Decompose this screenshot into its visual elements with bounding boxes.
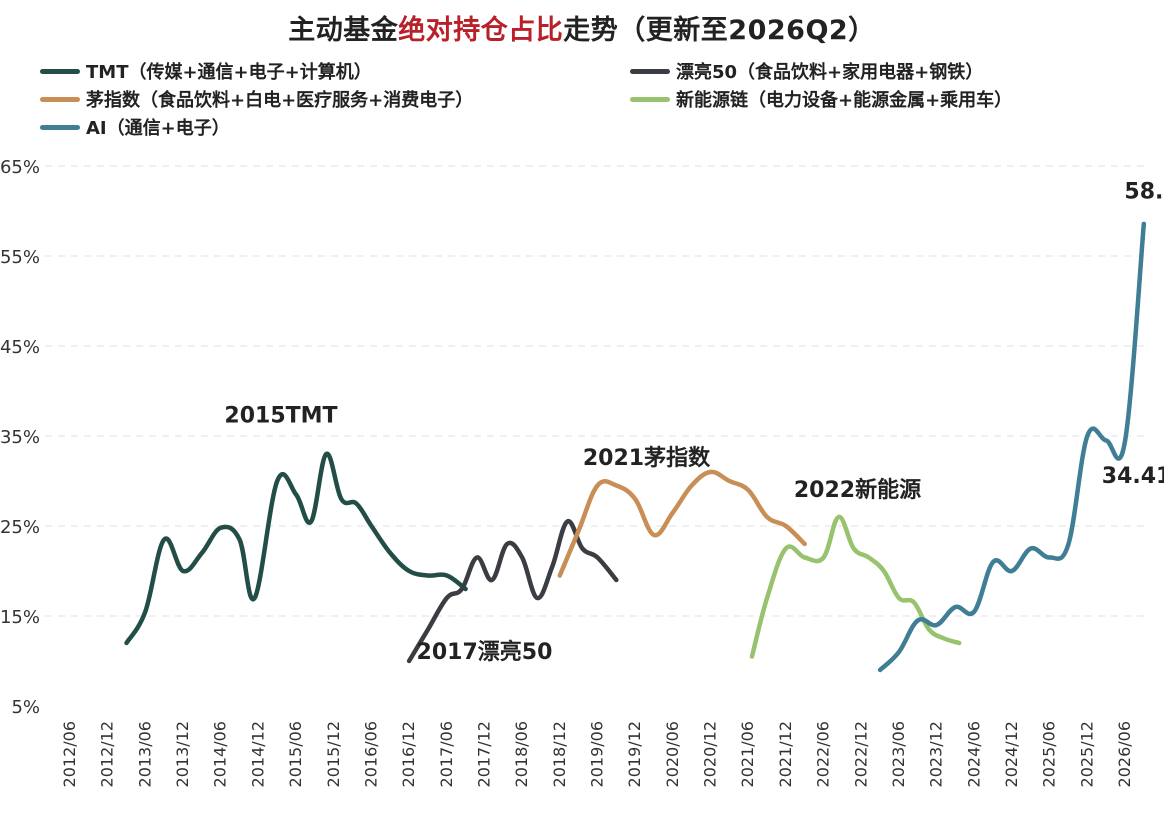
y-tick-label: 15% — [0, 607, 40, 628]
x-tick-label: 2023/06 — [889, 721, 908, 787]
legend-label-piaoliang50: 漂亮50（食品饮料+家用电器+钢铁） — [676, 62, 984, 83]
y-tick-label: 65% — [0, 157, 40, 178]
chart-title: 主动基金绝对持仓占比走势（更新至2026Q2） — [0, 8, 1164, 47]
x-tick-label: 2023/12 — [927, 721, 946, 787]
annotation-label: 2017漂亮50 — [417, 639, 553, 665]
y-tick-label: 55% — [0, 247, 40, 268]
legend-swatch-maozhishu — [40, 96, 80, 102]
legend-item-piaoliang50: 漂亮50（食品饮料+家用电器+钢铁） — [630, 58, 983, 84]
x-tick-label: 2013/12 — [173, 721, 192, 787]
series-line-4 — [877, 221, 1147, 673]
x-tick-label: 2016/06 — [361, 721, 380, 787]
x-tick-label: 2024/12 — [1002, 721, 1021, 787]
annotation-label: 2022新能源 — [794, 477, 921, 503]
x-tick-label: 2021/12 — [776, 721, 795, 787]
x-tick-label: 2016/12 — [399, 721, 418, 787]
annotation-label: 58.57% — [1124, 179, 1164, 204]
legend-label-xinnengyuan: 新能源链（电力设备+能源金属+乘用车） — [676, 90, 1013, 111]
x-tick-label: 2026/06 — [1115, 721, 1134, 787]
x-tick-label: 2024/06 — [964, 721, 983, 787]
legend-item-ai: AI（通信+电子） — [40, 114, 230, 140]
series-line-1 — [406, 519, 619, 664]
x-tick-label: 2020/06 — [663, 721, 682, 787]
annotation-label: 34.41% — [1102, 464, 1164, 489]
x-tick-label: 2022/06 — [814, 721, 833, 787]
legend-label-tmt: TMT（传媒+通信+电子+计算机） — [86, 62, 372, 83]
x-tick-label: 2017/06 — [437, 721, 456, 787]
annotation-label: 2021茅指数 — [583, 445, 711, 471]
y-tick-label: 35% — [0, 427, 40, 448]
title-highlight: 绝对持仓占比 — [398, 15, 564, 46]
x-tick-label: 2021/06 — [738, 721, 757, 787]
legend-item-maozhishu: 茅指数（食品饮料+白电+医疗服务+消费电子） — [40, 86, 473, 112]
y-tick-label: 25% — [0, 517, 40, 538]
chart-series — [124, 221, 1147, 673]
x-tick-label: 2018/06 — [512, 721, 531, 787]
legend-label-ai: AI（通信+电子） — [86, 118, 230, 139]
x-tick-label: 2025/12 — [1077, 721, 1096, 787]
x-tick-label: 2020/12 — [701, 721, 720, 787]
x-tick-label: 2019/06 — [588, 721, 607, 787]
x-axis-ticks: 2012/06 2012/12 2013/06 2013/12 2014/06 2014/… — [60, 721, 1134, 787]
series-line-0 — [124, 451, 468, 646]
x-tick-label: 2012/12 — [98, 721, 117, 787]
legend-swatch-xinnengyuan — [630, 96, 670, 102]
x-tick-label: 2017/12 — [474, 721, 493, 787]
y-tick-label: 5% — [11, 697, 40, 718]
annotation-label: 2015TMT — [224, 404, 337, 429]
title-part3: 走势（更新至2026Q2） — [563, 15, 876, 46]
y-tick-label: 45% — [0, 337, 40, 358]
x-tick-label: 2014/12 — [248, 721, 267, 787]
x-tick-label: 2012/06 — [60, 721, 79, 787]
series-line-2 — [557, 469, 807, 578]
x-tick-label: 2015/12 — [324, 721, 343, 787]
x-tick-label: 2013/06 — [135, 721, 154, 787]
x-tick-label: 2025/06 — [1040, 721, 1059, 787]
x-tick-label: 2019/12 — [625, 721, 644, 787]
chart-grid — [45, 165, 1145, 617]
x-tick-label: 2022/12 — [851, 721, 870, 787]
y-axis-ticks: 5% 15% 25% 35% 45% 55% 65% — [0, 157, 40, 718]
x-tick-label: 2018/12 — [550, 721, 569, 787]
legend-item-tmt: TMT（传媒+通信+电子+计算机） — [40, 58, 372, 84]
x-tick-label: 2015/06 — [286, 721, 305, 787]
legend-label-maozhishu: 茅指数（食品饮料+白电+医疗服务+消费电子） — [86, 90, 474, 111]
x-tick-label: 2014/06 — [211, 721, 230, 787]
title-part1: 主动基金 — [288, 15, 399, 46]
legend-item-xinnengyuan: 新能源链（电力设备+能源金属+乘用车） — [630, 86, 1012, 112]
series-line-3 — [749, 514, 962, 659]
legend-swatch-tmt — [40, 68, 80, 74]
chart-annotations: 2015TMT 2017漂亮50 2021茅指数 2022新能源 58.57% 34.41… — [224, 179, 1164, 665]
legend-swatch-ai — [40, 124, 80, 130]
legend-swatch-piaoliang50 — [630, 68, 670, 74]
